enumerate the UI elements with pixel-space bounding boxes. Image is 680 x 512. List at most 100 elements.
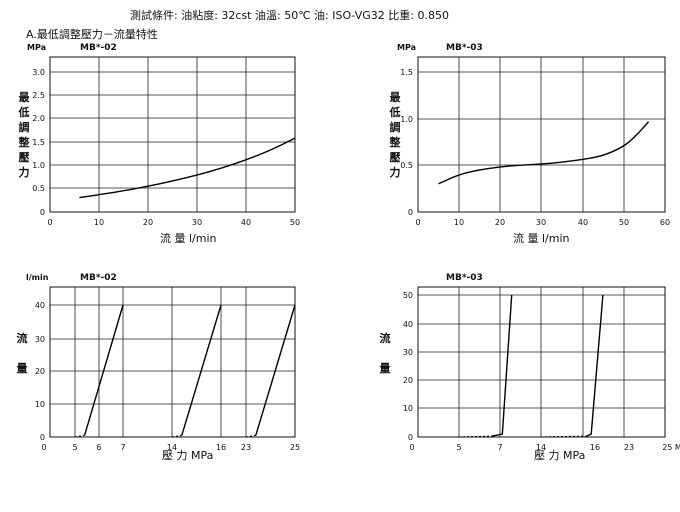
y-axis-label-char: 調 [19,120,30,134]
plot-frame [49,286,296,438]
y-tick-label: 2.0 [32,114,45,123]
x-axis-label: 流 量 l/min [160,231,217,245]
series-line [181,304,222,436]
y-axis-label-char: 量 [17,362,28,375]
y-unit-label: MPa [27,43,46,52]
x-tick-label: 50 [619,218,629,227]
y-tick-label: 1.0 [400,115,413,124]
x-tick-label: 10 [94,218,104,227]
x-tick-label: 30 [192,218,202,227]
x-tick-label: 60 [660,218,670,227]
y-axis-label-char: 低 [18,105,30,119]
x-tick-label: 16 [216,443,226,452]
y-axis-label-char: 力 [19,165,30,179]
x-tick-label: 25 M [662,443,680,452]
y-axis-label-char: 整 [18,135,30,149]
x-tick-label: 23 [624,443,634,452]
y-tick-label: 0 [40,433,45,442]
y-tick-label: 0 [408,433,413,442]
x-tick-label: 5 [72,443,77,452]
y-tick-label: 0 [408,208,413,217]
x-tick-label: 7 [120,443,125,452]
y-axis-label-char: 整 [389,135,401,149]
x-axis-label: 壓 力 MPa [534,449,585,462]
chart-panel-4: 0 10 20 30 40 50 0 5 7 14 16 23 25 M MB*-03 流量壓 力 MPa [380,273,680,462]
y-axis-label-char: 力 [390,165,401,179]
y-tick-label: 30 [35,335,45,344]
x-tick-label: 20 [143,218,153,227]
series-dashed-segment [74,434,85,438]
chart-panel-3: 0 10 20 30 40 0 5 6 7 14 16 23 25 l/min MB*-02 流量壓 力 MP… [17,273,301,462]
series-dashed-segment [171,434,182,438]
y-tick-label: 1.0 [32,161,45,170]
x-tick-label: 7 [497,443,502,452]
y-tick-label: 1.5 [32,138,45,147]
model-label: MB*-02 [80,43,117,53]
x-axis-label: 流 量 l/min [513,231,570,245]
x-tick-label: 14 [536,443,546,452]
x-tick-label: 16 [590,443,600,452]
y-tick-label: 10 [403,404,413,413]
y-axis-label-char: 低 [389,105,401,119]
y-tick-label: 1.5 [400,68,413,77]
y-axis-label-char: 量 [380,362,391,375]
x-tick-label: 0 [41,443,46,452]
y-tick-label: 50 [403,291,413,300]
y-unit-label: l/min [26,273,49,282]
x-tick-label: 5 [456,443,461,452]
x-tick-label: 6 [96,443,101,452]
y-tick-label: 30 [403,348,413,357]
y-axis-label-char: 壓 [19,151,30,164]
y-tick-label: 0.5 [32,184,45,193]
plot-frame [49,56,296,213]
x-tick-label: 50 [290,218,300,227]
y-axis-label-char: 最 [390,91,402,104]
y-tick-label: 40 [35,301,45,310]
y-tick-label: 3.0 [32,68,45,77]
y-axis-label-char: 最 [19,91,31,104]
x-tick-label: 14 [167,443,177,452]
series-line [491,294,513,437]
series-line [83,304,124,436]
y-tick-label: 20 [403,376,413,385]
y-tick-label: 0 [40,208,45,217]
series-line [438,121,650,185]
x-tick-label: 10 [454,218,464,227]
series-line [79,137,296,199]
y-unit-label: MPa [397,43,416,52]
model-label: MB*-02 [80,273,117,283]
series-dashed-segment [458,435,492,438]
x-tick-label: 0 [47,218,52,227]
x-tick-label: 20 [495,218,505,227]
y-axis-label-char: 流 [380,331,391,345]
series-dashed-segment [245,434,256,438]
series-line [586,294,604,437]
model-label: MB*-03 [446,273,483,283]
section-title: A.最低調整壓力－流量特性 [26,27,158,41]
y-tick-label: 2.5 [32,91,45,100]
y-tick-label: 20 [35,367,45,376]
series-dashed-segment [540,435,587,438]
y-axis-label-char: 調 [390,120,401,134]
x-tick-label: 0 [409,443,414,452]
y-axis-label-char: 流 [17,331,28,345]
test-conditions-text: 測試條件: 油粘度: 32cst 油溫: 50℃ 油: ISO-VG32 比重:… [130,8,449,22]
y-tick-label: 0.5 [400,161,413,170]
x-tick-label: 25 [290,443,300,452]
chart-panel-1: 0 0.5 1.0 1.5 2.0 2.5 3.0 0 10 20 30 40 50 MPa MB*-02 最… [18,43,301,245]
plot-frame [417,56,666,213]
x-tick-label: 40 [578,218,588,227]
y-tick-label: 40 [403,320,413,329]
x-tick-label: 30 [536,218,546,227]
plot-frame [417,286,666,438]
y-axis-label-char: 壓 [390,151,401,164]
chart-panel-2: 0 0.5 1.0 1.5 0 10 20 30 40 50 60 MPa MB*-03 最低調整壓力流 … [389,43,671,245]
y-tick-label: 10 [35,400,45,409]
x-tick-label: 40 [241,218,251,227]
series-line [255,304,296,436]
x-tick-label: 0 [415,218,420,227]
model-label: MB*-03 [446,43,483,53]
x-axis-label: 壓 力 MPa [162,449,213,462]
